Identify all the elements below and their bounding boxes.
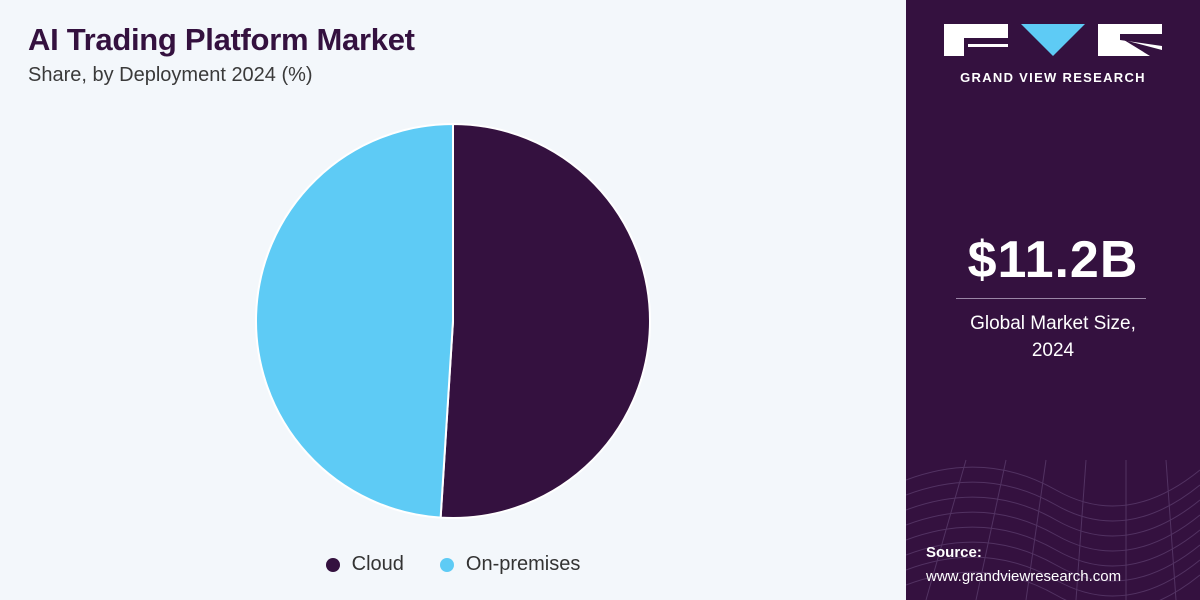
legend-swatch-on-premises (439, 557, 454, 572)
market-size-label-line2: 2024 (1031, 340, 1075, 361)
pie-chart (255, 122, 651, 519)
market-size-value: $11.2B (967, 231, 1139, 289)
legend-label-on-premises: On-premises (465, 553, 581, 575)
chart-title: AI Trading Platform Market (28, 22, 415, 57)
source-label: Source: (926, 544, 982, 561)
wave-background (906, 459, 1200, 600)
chart-panel: AI Trading Platform Market Share, by Dep… (0, 0, 906, 600)
divider (956, 298, 1146, 299)
chart-legend: Cloud On-premises (0, 553, 906, 576)
legend-item-on-premises: On-premises (439, 553, 581, 576)
legend-swatch-cloud (325, 557, 340, 572)
legend-item-cloud: Cloud (325, 553, 404, 576)
pie-slice-cloud (439, 122, 651, 519)
market-size-label-line1: Global Market Size, (970, 313, 1136, 334)
info-sidebar: GRAND VIEW RESEARCH $11.2B Global Market… (906, 0, 1200, 600)
chart-subtitle: Share, by Deployment 2024 (%) (28, 64, 313, 86)
grand-view-research-logo: GRAND VIEW RESEARCH (944, 22, 1162, 85)
brand-name: GRAND VIEW RESEARCH (960, 70, 1146, 85)
legend-label-cloud: Cloud (351, 553, 404, 575)
gvr-logo-icon (944, 24, 1162, 56)
source-link[interactable]: www.grandviewresearch.com (926, 568, 1122, 585)
pie-slice-on-premises (255, 122, 454, 519)
market-size-label: Global Market Size, 2024 (906, 310, 1200, 364)
